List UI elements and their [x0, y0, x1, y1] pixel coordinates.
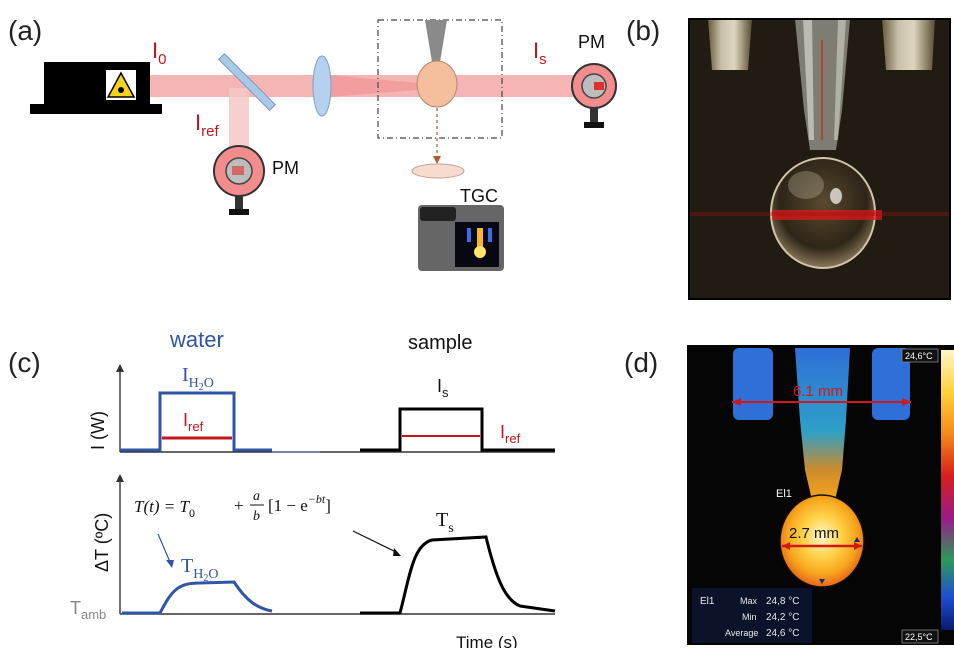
label-ih2o: IH2O	[182, 364, 214, 393]
pipette-tip	[425, 20, 447, 62]
label-is: Is	[533, 38, 547, 68]
water-temperature-trace	[122, 580, 273, 615]
label-iref: Iref	[195, 110, 219, 140]
label-is-plot: Is	[437, 376, 449, 400]
power-meter-ref	[213, 145, 265, 215]
width-drop-label: 2.7 mm	[789, 525, 839, 542]
thermal-image: 6.1 mm 2.7 mm El1 24,6°C 22,5°C El1 Max …	[687, 345, 954, 645]
arrow-to-th2o	[157, 533, 171, 563]
reference-beam	[229, 88, 249, 148]
stats-avg-value: 24,6 °C	[766, 628, 799, 639]
stats-max-value: 24,8 °C	[766, 596, 799, 607]
svg-text:T(t) = T0: T(t) = T0	[134, 497, 195, 520]
label-tamb: Tamb	[70, 598, 106, 622]
svg-text:b: b	[253, 509, 260, 524]
optical-setup: TGC PM PM I0 Is Iref	[30, 19, 617, 271]
sample-droplet	[416, 60, 458, 108]
width-top-label: 6.1 mm	[793, 383, 843, 400]
x-axis-label: Time (s)	[456, 633, 518, 648]
temperature-plot: ΔT (ºC) T(t) = T0 + a b [1 − e−bt] TH2O …	[70, 474, 556, 648]
fit-equation: T(t) = T0 + a b [1 − e−bt]	[134, 489, 331, 524]
droplet-photo	[688, 18, 951, 300]
focusing-lens	[312, 55, 332, 117]
label-iref-water: Iref	[183, 410, 204, 434]
panel-label-a: (a)	[8, 15, 42, 46]
panel-label-b: (b)	[626, 15, 660, 46]
color-scale-bar	[941, 350, 954, 630]
sample-title: sample	[408, 332, 472, 354]
thermal-droplet	[779, 494, 865, 588]
svg-text:+: +	[234, 496, 244, 515]
label-th2o: TH2O	[181, 555, 218, 584]
scale-min-label: 22,5°C	[905, 632, 933, 642]
intensity-plot: water sample I (W) IH2O Iref Is Iref	[88, 327, 555, 453]
beam-splitter	[218, 53, 276, 111]
panel-label-c: (c)	[8, 347, 41, 378]
sample-temperature-trace	[360, 535, 556, 615]
pm-label-right: PM	[578, 32, 605, 52]
water-title: water	[169, 327, 224, 352]
laser-base	[30, 104, 162, 114]
stats-min-label: Min	[742, 612, 757, 622]
ellipse-tag: El1	[776, 488, 792, 500]
beam-focus	[330, 75, 440, 97]
stats-box	[692, 588, 812, 643]
water-intensity-trace	[120, 391, 272, 452]
stats-max-label: Max	[740, 596, 758, 606]
y-axis-label-top: I (W)	[88, 411, 108, 450]
power-meter-right	[571, 63, 617, 128]
label-i0: I0	[152, 38, 166, 68]
stats-avg-label: Average	[725, 628, 758, 638]
tgc-label: TGC	[460, 186, 498, 206]
pm-label-ref: PM	[272, 158, 299, 178]
svg-text:[1 − e−bt]: [1 − e−bt]	[268, 492, 331, 515]
stats-name: El1	[700, 596, 715, 607]
stats-min-value: 24,2 °C	[766, 612, 799, 623]
camera-lens	[411, 163, 465, 179]
scale-max-label: 24,6°C	[905, 351, 933, 361]
label-ts: Ts	[436, 509, 454, 536]
sample-intensity-trace	[360, 407, 555, 452]
laser-warning-icon	[106, 71, 136, 98]
panel-label-d: (d)	[624, 347, 658, 378]
y-axis-label-bottom: ΔT (ºC)	[92, 513, 112, 572]
svg-text:a: a	[253, 489, 260, 504]
arrow-to-ts	[352, 530, 399, 554]
label-iref-sample: Iref	[500, 422, 521, 446]
